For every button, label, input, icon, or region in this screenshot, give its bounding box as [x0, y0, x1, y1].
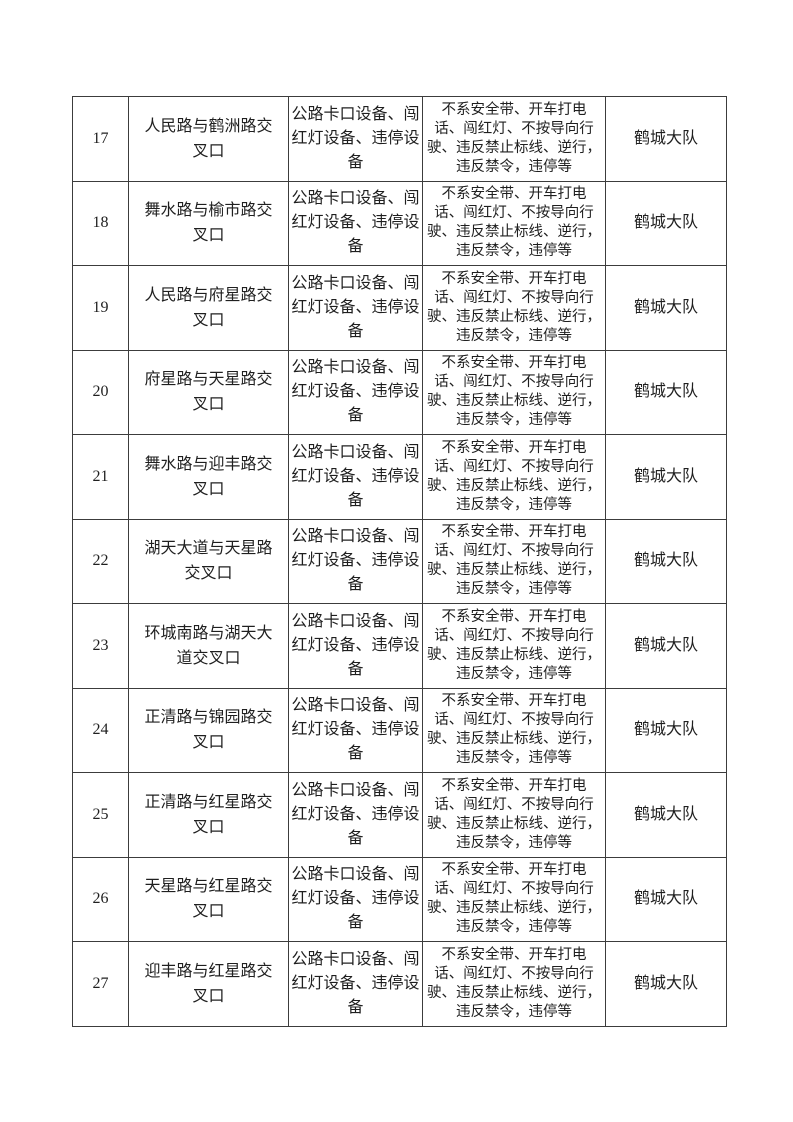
table-row: 18 舞水路与榆市路交 叉口 公路卡口设备、闯 红灯设备、违停设 备 不系安全带…: [72, 180, 727, 266]
unit-cell: 鹤城大队: [605, 687, 727, 773]
violations-cell: 不系安全带、开车打电 话、闯红灯、不按导向行 驶、违反禁止标线、逆行， 违反禁令…: [422, 603, 606, 689]
location-cell: 天星路与红星路交 叉口: [128, 856, 289, 942]
row-number-cell: 22: [72, 518, 129, 604]
location-cell: 府星路与天星路交 叉口: [128, 349, 289, 435]
unit-cell: 鹤城大队: [605, 265, 727, 351]
unit-cell: 鹤城大队: [605, 349, 727, 435]
location-cell: 环城南路与湖天大 道交叉口: [128, 603, 289, 689]
table-row: 19 人民路与府星路交 叉口 公路卡口设备、闯 红灯设备、违停设 备 不系安全带…: [72, 265, 727, 351]
table-body: 17 人民路与鹤洲路交 叉口 公路卡口设备、闯 红灯设备、违停设 备 不系安全带…: [72, 96, 727, 1027]
violations-cell: 不系安全带、开车打电 话、闯红灯、不按导向行 驶、违反禁止标线、逆行， 违反禁令…: [422, 687, 606, 773]
table-row: 22 湖天大道与天星路 交叉口 公路卡口设备、闯 红灯设备、违停设 备 不系安全…: [72, 518, 727, 604]
location-cell: 人民路与府星路交 叉口: [128, 265, 289, 351]
location-cell: 正清路与锦园路交 叉口: [128, 687, 289, 773]
equipment-cell: 公路卡口设备、闯 红灯设备、违停设 备: [288, 96, 423, 182]
equipment-cell: 公路卡口设备、闯 红灯设备、违停设 备: [288, 941, 423, 1027]
table-row: 21 舞水路与迎丰路交 叉口 公路卡口设备、闯 红灯设备、违停设 备 不系安全带…: [72, 434, 727, 520]
row-number-cell: 21: [72, 434, 129, 520]
violations-cell: 不系安全带、开车打电 话、闯红灯、不按导向行 驶、违反禁止标线、逆行， 违反禁令…: [422, 856, 606, 942]
violations-cell: 不系安全带、开车打电 话、闯红灯、不按导向行 驶、违反禁止标线、逆行， 违反禁令…: [422, 518, 606, 604]
location-cell: 湖天大道与天星路 交叉口: [128, 518, 289, 604]
equipment-cell: 公路卡口设备、闯 红灯设备、违停设 备: [288, 349, 423, 435]
equipment-cell: 公路卡口设备、闯 红灯设备、违停设 备: [288, 265, 423, 351]
unit-cell: 鹤城大队: [605, 941, 727, 1027]
location-cell: 正清路与红星路交 叉口: [128, 772, 289, 858]
equipment-cell: 公路卡口设备、闯 红灯设备、违停设 备: [288, 687, 423, 773]
surveillance-points-table: 17 人民路与鹤洲路交 叉口 公路卡口设备、闯 红灯设备、违停设 备 不系安全带…: [72, 96, 727, 1027]
equipment-cell: 公路卡口设备、闯 红灯设备、违停设 备: [288, 772, 423, 858]
equipment-cell: 公路卡口设备、闯 红灯设备、违停设 备: [288, 434, 423, 520]
row-number-cell: 19: [72, 265, 129, 351]
unit-cell: 鹤城大队: [605, 772, 727, 858]
violations-cell: 不系安全带、开车打电 话、闯红灯、不按导向行 驶、违反禁止标线、逆行， 违反禁令…: [422, 265, 606, 351]
violations-cell: 不系安全带、开车打电 话、闯红灯、不按导向行 驶、违反禁止标线、逆行， 违反禁令…: [422, 349, 606, 435]
table-row: 25 正清路与红星路交 叉口 公路卡口设备、闯 红灯设备、违停设 备 不系安全带…: [72, 772, 727, 858]
row-number-cell: 23: [72, 603, 129, 689]
unit-cell: 鹤城大队: [605, 434, 727, 520]
equipment-cell: 公路卡口设备、闯 红灯设备、违停设 备: [288, 603, 423, 689]
unit-cell: 鹤城大队: [605, 856, 727, 942]
row-number-cell: 18: [72, 180, 129, 266]
violations-cell: 不系安全带、开车打电 话、闯红灯、不按导向行 驶、违反禁止标线、逆行， 违反禁令…: [422, 434, 606, 520]
violations-cell: 不系安全带、开车打电 话、闯红灯、不按导向行 驶、违反禁止标线、逆行， 违反禁令…: [422, 941, 606, 1027]
violations-cell: 不系安全带、开车打电 话、闯红灯、不按导向行 驶、违反禁止标线、逆行， 违反禁令…: [422, 772, 606, 858]
unit-cell: 鹤城大队: [605, 96, 727, 182]
location-cell: 人民路与鹤洲路交 叉口: [128, 96, 289, 182]
table-row: 20 府星路与天星路交 叉口 公路卡口设备、闯 红灯设备、违停设 备 不系安全带…: [72, 349, 727, 435]
violations-cell: 不系安全带、开车打电 话、闯红灯、不按导向行 驶、违反禁止标线、逆行， 违反禁令…: [422, 96, 606, 182]
location-cell: 舞水路与迎丰路交 叉口: [128, 434, 289, 520]
row-number-cell: 24: [72, 687, 129, 773]
table-row: 17 人民路与鹤洲路交 叉口 公路卡口设备、闯 红灯设备、违停设 备 不系安全带…: [72, 96, 727, 182]
equipment-cell: 公路卡口设备、闯 红灯设备、违停设 备: [288, 518, 423, 604]
row-number-cell: 26: [72, 856, 129, 942]
location-cell: 舞水路与榆市路交 叉口: [128, 180, 289, 266]
equipment-cell: 公路卡口设备、闯 红灯设备、违停设 备: [288, 180, 423, 266]
table-row: 23 环城南路与湖天大 道交叉口 公路卡口设备、闯 红灯设备、违停设 备 不系安…: [72, 603, 727, 689]
unit-cell: 鹤城大队: [605, 603, 727, 689]
unit-cell: 鹤城大队: [605, 180, 727, 266]
equipment-cell: 公路卡口设备、闯 红灯设备、违停设 备: [288, 856, 423, 942]
table-row: 26 天星路与红星路交 叉口 公路卡口设备、闯 红灯设备、违停设 备 不系安全带…: [72, 856, 727, 942]
table-row: 27 迎丰路与红星路交 叉口 公路卡口设备、闯 红灯设备、违停设 备 不系安全带…: [72, 941, 727, 1027]
row-number-cell: 27: [72, 941, 129, 1027]
unit-cell: 鹤城大队: [605, 518, 727, 604]
table-row: 24 正清路与锦园路交 叉口 公路卡口设备、闯 红灯设备、违停设 备 不系安全带…: [72, 687, 727, 773]
row-number-cell: 17: [72, 96, 129, 182]
row-number-cell: 25: [72, 772, 129, 858]
row-number-cell: 20: [72, 349, 129, 435]
violations-cell: 不系安全带、开车打电 话、闯红灯、不按导向行 驶、违反禁止标线、逆行， 违反禁令…: [422, 180, 606, 266]
location-cell: 迎丰路与红星路交 叉口: [128, 941, 289, 1027]
